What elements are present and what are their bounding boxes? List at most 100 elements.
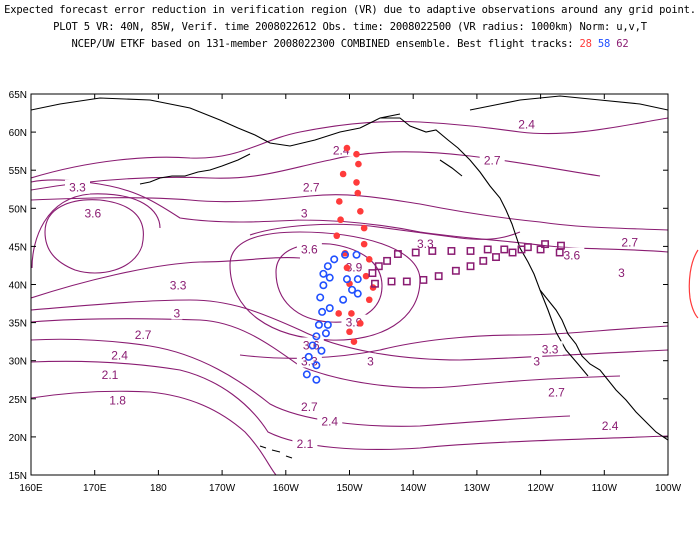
contour-label-bg-1	[514, 116, 540, 131]
purple-track-point-23	[492, 253, 500, 262]
contour-3-3-center	[31, 257, 301, 299]
contour-2-7-north	[31, 151, 601, 191]
purple-track-point-7	[466, 247, 475, 255]
contour-label-bg-5	[65, 179, 91, 194]
contour-3-6-center	[249, 223, 521, 240]
purple-track-point-9	[428, 247, 437, 255]
contour-label-4: 3	[301, 207, 308, 221]
contour-label-20: 3	[367, 354, 374, 368]
contour-label-bg-29	[292, 435, 318, 450]
red-track-point-19	[348, 310, 355, 317]
gulf-coast	[380, 117, 668, 441]
blue-track-point-0	[352, 250, 361, 259]
red-track-point-14	[343, 264, 351, 272]
x-tick-label-3: 170W	[209, 483, 236, 494]
contour-label-12: 3	[618, 266, 625, 280]
red-track-point-21	[335, 310, 342, 317]
purple-track-point-24	[508, 248, 517, 257]
contour-label-bg-2	[298, 179, 324, 194]
purple-track-point-1	[541, 240, 550, 249]
header-line-2: PLOT 5 VR: 40N, 85W, Verif. time 2008022…	[53, 21, 647, 33]
purple-track-point-5	[500, 245, 509, 254]
offscreen-circle-fragment	[688, 249, 699, 319]
contour-label-29: 2.1	[297, 437, 314, 451]
alaska-coast	[31, 97, 401, 147]
red-track-point-15	[362, 272, 370, 280]
blue-track-point-3	[323, 262, 332, 271]
blue-track-point-10	[353, 289, 362, 298]
header-line-1: Expected forecast error reduction in ver…	[4, 4, 696, 16]
contour-label-16: 2.7	[135, 328, 152, 342]
blue-track-point-24	[312, 375, 321, 384]
y-tick-label-9: 60N	[9, 128, 27, 139]
y-tick-label-5: 40N	[9, 281, 27, 292]
red-track-point-18	[365, 296, 373, 304]
contour-3-north	[31, 194, 668, 231]
contour-label-11: 2.7	[621, 236, 638, 250]
blue-track-point-19	[308, 341, 317, 350]
contour-label-15: 3.9	[346, 316, 363, 330]
blue-track-point-7	[342, 275, 351, 284]
blue-track-point-4	[319, 269, 328, 278]
y-tick-labels: 15N 20N 25N 30N 35N 40N 45N 50N 55N 60N 65N	[9, 90, 27, 482]
red-track-point-1	[353, 150, 360, 158]
purple-track-point-21	[466, 262, 475, 271]
contour-label-13: 3.3	[170, 278, 187, 292]
red-track-point-2	[355, 160, 362, 168]
contour-label-2: 2.7	[303, 181, 320, 195]
contour-label-8: 3.9	[346, 261, 363, 275]
contour-label-26: 2.7	[301, 400, 318, 414]
x-tick-label-7: 130W	[464, 483, 491, 494]
axis-ticks	[30, 93, 669, 476]
contour-label-6: 3.6	[84, 207, 101, 221]
contour-label-bg-18	[107, 347, 133, 362]
hawaii-islands	[259, 445, 293, 459]
contour-label-bg-23	[97, 367, 123, 382]
aleutian-islands	[139, 153, 251, 185]
contour-label-21: 3.3	[542, 342, 559, 356]
purple-track-point-25	[523, 243, 532, 252]
contour-label-28: 2.4	[602, 419, 619, 433]
blue-track-point-23	[302, 370, 311, 379]
purple-track-point-14	[368, 269, 377, 278]
contour-labels: 2.42.42.72.733.33.63.63.93.33.62.733.333…	[65, 116, 643, 451]
contour-lines	[31, 117, 668, 475]
purple-track-point-18	[419, 275, 428, 284]
x-tick-label-10: 100W	[655, 483, 682, 494]
flight-track-markers	[302, 144, 565, 384]
contour-label-14: 3	[174, 306, 181, 320]
contour-label-bg-7	[296, 241, 322, 256]
contour-label-bg-6	[80, 205, 106, 220]
red-track-point-13	[365, 256, 373, 263]
blue-track-point-14	[318, 307, 327, 316]
red-track-point-20	[357, 320, 364, 327]
purple-track-point-13	[374, 262, 383, 271]
contour-label-1: 2.4	[518, 117, 535, 131]
x-tick-label-6: 140W	[400, 483, 427, 494]
purple-track-point-20	[451, 266, 460, 275]
contour-2-1-south	[31, 360, 668, 450]
contour-label-bg-16	[130, 326, 156, 341]
contour-1-8-south	[31, 390, 277, 475]
map-axes: 160E 170E 180 170W 160W 150W 140W 130W 120W 110W 1…	[9, 90, 682, 494]
contour-label-bg-27	[317, 413, 343, 428]
blue-track-point-21	[304, 352, 313, 361]
red-track-point-8	[337, 216, 344, 224]
contour-2-4-south	[31, 338, 571, 427]
contour-label-bg-28	[597, 418, 623, 433]
purple-track-point-17	[402, 277, 411, 286]
y-tick-label-0: 15N	[9, 471, 27, 482]
x-tick-label-5: 150W	[336, 483, 363, 494]
y-tick-label-8: 55N	[9, 166, 27, 177]
purple-track-point-16	[387, 277, 396, 286]
red-track-point-0	[343, 144, 351, 152]
contour-label-25: 1.8	[109, 393, 126, 407]
x-tick-label-0: 160E	[19, 483, 43, 494]
blue-track-point-22	[312, 361, 321, 370]
contour-label-17: 3.6	[303, 338, 320, 352]
y-tick-label-10: 65N	[9, 90, 27, 101]
contour-label-bg-20	[365, 353, 377, 368]
x-tick-label-2: 180	[150, 483, 167, 494]
contour-label-bg-21	[537, 341, 563, 356]
contour-label-bg-10	[559, 247, 585, 262]
